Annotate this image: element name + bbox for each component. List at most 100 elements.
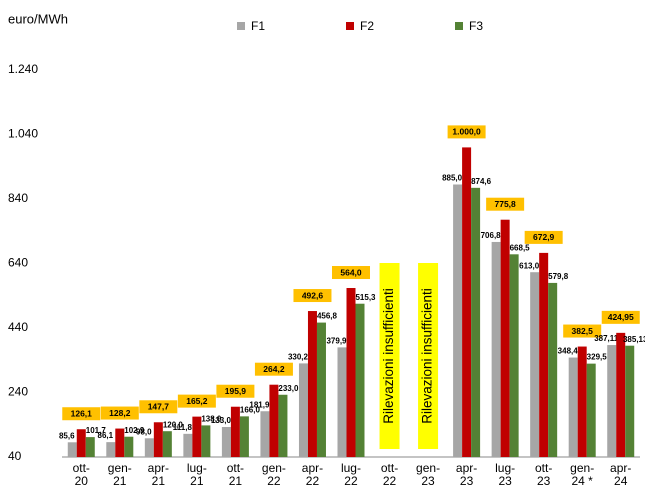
bar bbox=[586, 363, 596, 457]
data-label: 264,2 bbox=[263, 364, 285, 374]
legend-swatch bbox=[237, 22, 245, 30]
data-label: 348,4 bbox=[558, 347, 579, 356]
bar bbox=[337, 347, 347, 457]
data-label: 85,6 bbox=[59, 431, 75, 440]
bar bbox=[67, 442, 77, 457]
bar bbox=[509, 254, 519, 457]
bar bbox=[162, 431, 172, 457]
bar bbox=[85, 437, 95, 457]
label-box bbox=[563, 324, 602, 338]
data-label: 111,8 bbox=[173, 423, 193, 432]
label-box bbox=[601, 310, 640, 324]
x-tick-label: apr-24 bbox=[610, 461, 632, 488]
legend-swatch bbox=[346, 22, 354, 30]
data-label: 181,9 bbox=[249, 400, 270, 409]
bar bbox=[625, 345, 635, 457]
data-label: 379,9 bbox=[326, 336, 347, 345]
bar bbox=[355, 303, 365, 457]
label-box bbox=[100, 406, 139, 420]
y-tick-label: 40 bbox=[8, 449, 22, 463]
data-label: 86,1 bbox=[98, 431, 114, 440]
x-tick-label: ott-23 bbox=[534, 461, 553, 488]
label-box bbox=[216, 384, 255, 398]
data-label: 138,0 bbox=[201, 415, 222, 424]
bar bbox=[115, 428, 125, 457]
data-label: 102,9 bbox=[124, 426, 145, 435]
data-label: 233,0 bbox=[278, 384, 299, 393]
x-tick-label: gen-24 * bbox=[570, 461, 595, 488]
data-label: 874,6 bbox=[471, 177, 492, 186]
data-label: 613,0 bbox=[519, 261, 540, 270]
bar bbox=[201, 425, 211, 457]
y-tick-label: 440 bbox=[8, 320, 28, 334]
bar bbox=[491, 241, 501, 457]
bar bbox=[260, 411, 270, 457]
label-box bbox=[447, 125, 486, 139]
data-label: 672,9 bbox=[533, 232, 555, 242]
data-label: 120,0 bbox=[163, 420, 184, 429]
data-label: 147,7 bbox=[148, 402, 170, 412]
x-tick-label: lug-22 bbox=[340, 461, 361, 488]
label-box bbox=[524, 230, 563, 244]
bar bbox=[607, 345, 617, 457]
bar bbox=[616, 332, 626, 457]
annotation-box bbox=[379, 263, 400, 449]
x-tick-label: gen-23 bbox=[416, 461, 441, 488]
bar bbox=[539, 252, 549, 457]
data-label: 128,2 bbox=[109, 408, 131, 418]
bar bbox=[183, 433, 193, 457]
bar bbox=[548, 282, 558, 457]
legend-label: F1 bbox=[251, 19, 265, 33]
data-label: 492,6 bbox=[302, 290, 324, 300]
label-box bbox=[139, 400, 178, 414]
x-tick-label: gen-22 bbox=[261, 461, 286, 488]
data-label: 98,0 bbox=[136, 427, 152, 436]
bar bbox=[307, 311, 317, 457]
bar bbox=[239, 416, 249, 457]
legend-label: F2 bbox=[360, 19, 374, 33]
y-axis-label: euro/MWh bbox=[8, 11, 68, 26]
label-box bbox=[486, 197, 525, 211]
y-tick-label: 840 bbox=[8, 191, 28, 205]
data-label: 165,2 bbox=[186, 396, 208, 406]
x-tick-label: ott-22 bbox=[380, 461, 399, 488]
bar bbox=[568, 357, 578, 457]
annotation: Rilevazioni insufficienti bbox=[420, 288, 435, 424]
data-label: 424,95 bbox=[608, 312, 634, 322]
bar bbox=[346, 288, 356, 457]
legend-label: F3 bbox=[469, 19, 483, 33]
bar bbox=[76, 429, 86, 457]
bar bbox=[106, 442, 116, 457]
bar bbox=[453, 184, 463, 458]
y-tick-label: 640 bbox=[8, 256, 28, 270]
data-label: 885,0 bbox=[442, 174, 463, 183]
x-tick-label: ott-20 bbox=[72, 461, 90, 488]
bar bbox=[471, 187, 481, 458]
data-label: 668,5 bbox=[510, 243, 531, 252]
annotation: Rilevazioni insufficienti bbox=[381, 288, 396, 424]
bar bbox=[124, 436, 134, 457]
x-tick-label: ott-21 bbox=[226, 461, 245, 488]
data-label: 195,9 bbox=[225, 386, 247, 396]
data-label: 101,7 bbox=[86, 426, 107, 435]
x-tick-label: lug-21 bbox=[186, 461, 207, 488]
data-label: 133,0 bbox=[211, 416, 232, 425]
bar bbox=[500, 219, 510, 457]
annotation-box bbox=[418, 263, 439, 449]
y-tick-label: 240 bbox=[8, 385, 28, 399]
x-tick-label: apr-21 bbox=[147, 461, 169, 488]
label-box bbox=[293, 289, 332, 303]
data-label: 387,11 bbox=[594, 334, 619, 343]
legend-swatch bbox=[455, 22, 463, 30]
bar bbox=[278, 394, 288, 457]
bar bbox=[221, 427, 231, 457]
label-box bbox=[254, 362, 293, 376]
data-label: 126,1 bbox=[71, 408, 93, 418]
bar bbox=[462, 147, 472, 457]
data-label: 330,2 bbox=[288, 353, 309, 362]
data-label: 382,5 bbox=[572, 326, 594, 336]
x-tick-label: apr-23 bbox=[455, 461, 478, 488]
label-box bbox=[62, 407, 101, 421]
